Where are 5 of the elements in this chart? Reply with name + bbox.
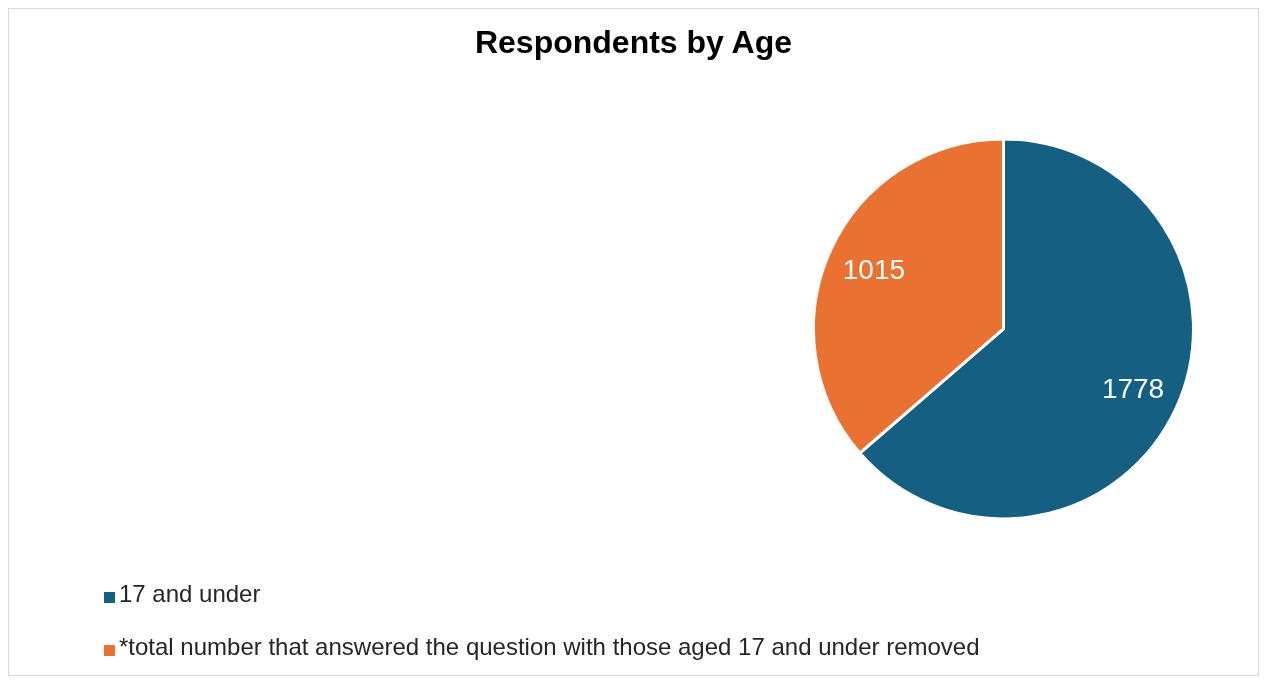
- chart-title: Respondents by Age: [473, 24, 794, 61]
- data-label: 1778: [1101, 372, 1165, 404]
- legend-label: 17 and under: [119, 580, 261, 607]
- data-label: 1015: [842, 254, 906, 286]
- legend-label: *total number that answered the question with those aged 17 and under removed: [119, 633, 980, 660]
